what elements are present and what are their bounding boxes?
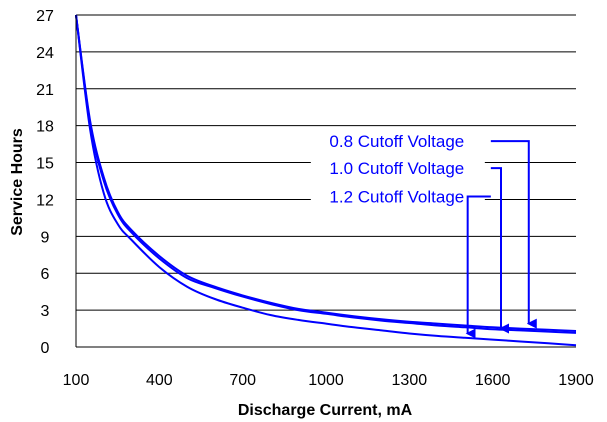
x-tick-label: 700 xyxy=(229,372,256,389)
annotation-label: 1.2 Cutoff Voltage xyxy=(329,187,464,206)
y-tick-label: 0 xyxy=(41,340,50,357)
x-tick-label: 400 xyxy=(146,372,173,389)
tick-labels: 0 3 6 9 12 15 18 21 24 27 100 400 700 1000 1300 1600 190… xyxy=(36,8,594,389)
annotation-1: 0.8 Cutoff Voltage xyxy=(310,130,537,329)
y-tick-label: 3 xyxy=(41,303,50,320)
axes xyxy=(75,15,576,348)
y-axis-title: Service Hours xyxy=(9,128,26,236)
x-tick-label: 100 xyxy=(63,372,90,389)
y-tick-label: 27 xyxy=(36,8,54,25)
x-axis-title: Discharge Current, mA xyxy=(238,402,413,419)
y-tick-label: 6 xyxy=(41,266,50,283)
y-tick-label: 15 xyxy=(36,156,54,173)
series-lines xyxy=(75,14,577,347)
annotations: 0.8 Cutoff Voltage 1.0 Cutoff Voltage 1.2 … xyxy=(310,130,537,339)
y-tick-label: 18 xyxy=(36,119,54,136)
y-tick-label: 24 xyxy=(36,45,54,62)
annotation-label: 1.0 Cutoff Voltage xyxy=(329,159,464,178)
series-line-3 xyxy=(75,14,577,347)
x-tick-label: 1000 xyxy=(308,372,344,389)
y-tick-label: 21 xyxy=(36,82,54,99)
x-tick-label: 1600 xyxy=(475,372,511,389)
annotation-arrow xyxy=(465,195,491,339)
annotation-background xyxy=(310,130,485,153)
annotation-arrow xyxy=(490,167,509,334)
y-tick-label: 9 xyxy=(41,229,50,246)
annotation-arrow xyxy=(490,140,537,329)
series-line-2 xyxy=(75,14,577,334)
annotation-label: 0.8 Cutoff Voltage xyxy=(329,132,464,151)
x-tick-label: 1300 xyxy=(392,372,428,389)
annotation-2: 1.0 Cutoff Voltage xyxy=(310,157,509,334)
annotation-background xyxy=(310,185,485,208)
y-tick-label: 12 xyxy=(36,192,54,209)
x-tick-label: 1900 xyxy=(558,372,594,389)
annotation-3: 1.2 Cutoff Voltage xyxy=(310,185,491,339)
annotation-background xyxy=(310,157,485,180)
series-line-1 xyxy=(75,14,577,332)
